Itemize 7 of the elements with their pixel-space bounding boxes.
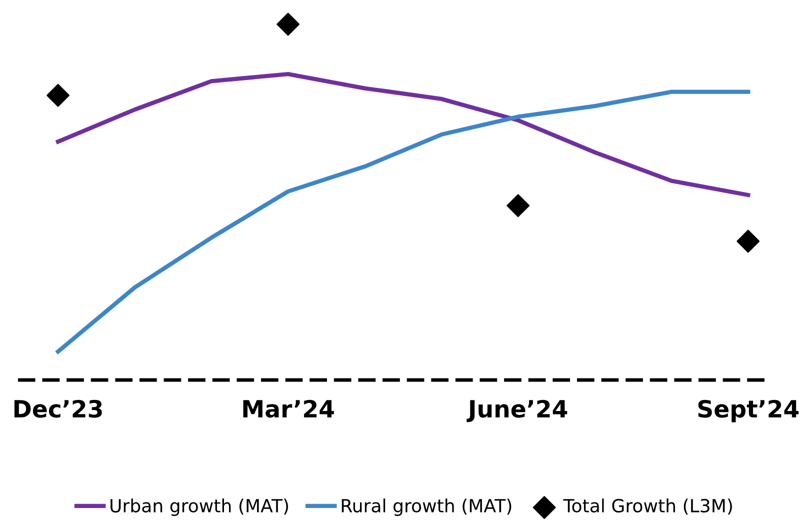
legend-label: Urban growth (MAT) (110, 498, 288, 516)
legend-label: Rural growth (MAT) (342, 498, 512, 516)
x-tick-label: June’24 (466, 400, 568, 422)
x-tick-label: Sept’24 (698, 400, 799, 422)
x-tick-label: Dec’23 (14, 400, 102, 418)
legend-label: Total Growth (L3M) (563, 498, 732, 515)
x-tick-label: Mar’24 (243, 400, 334, 418)
